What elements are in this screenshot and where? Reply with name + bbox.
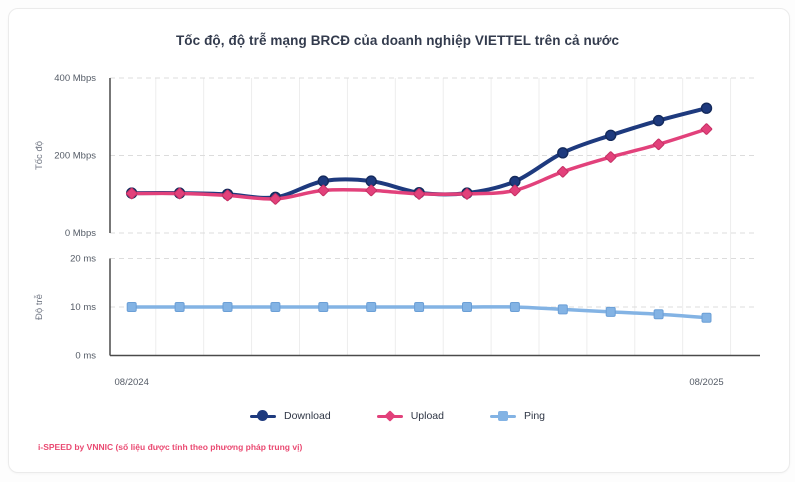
- legend-item-ping[interactable]: Ping: [489, 410, 545, 422]
- speed-ytick-label: 200 Mbps: [54, 151, 96, 162]
- xtick-label-start: 08/2024: [115, 377, 149, 388]
- download-legend-marker-icon: [250, 410, 276, 422]
- latency-ytick-label: 10 ms: [70, 302, 96, 313]
- legend-label-ping: Ping: [523, 410, 545, 422]
- legend-item-download[interactable]: Download: [250, 410, 331, 422]
- chart-card: [8, 8, 790, 473]
- speed-axis-title: Tốc độ: [34, 141, 45, 170]
- legend-label-upload: Upload: [410, 410, 444, 422]
- xtick-label-end: 08/2025: [689, 377, 723, 388]
- upload-series-markers: [125, 123, 713, 205]
- speed-ytick-label: 400 Mbps: [54, 73, 96, 84]
- ispeed-attribution: i-SPEED by VNNIC (số liệu được tính theo…: [38, 442, 303, 452]
- latency-axis-title: Độ trễ: [34, 294, 45, 320]
- chart-title: Tốc độ, độ trễ mạng BRCĐ của doanh nghiệ…: [175, 33, 620, 48]
- legend-label-download: Download: [284, 410, 331, 422]
- latency-ytick-label: 0 ms: [75, 351, 96, 362]
- upload-legend-marker-icon: [376, 410, 403, 422]
- ping-series-markers: [126, 302, 712, 323]
- speed-ytick-label: 0 Mbps: [65, 228, 96, 239]
- legend: Download Upload Ping: [0, 410, 795, 422]
- latency-ytick-label: 20 ms: [70, 254, 96, 265]
- legend-item-upload[interactable]: Upload: [376, 410, 444, 422]
- ping-legend-marker-icon: [489, 410, 516, 422]
